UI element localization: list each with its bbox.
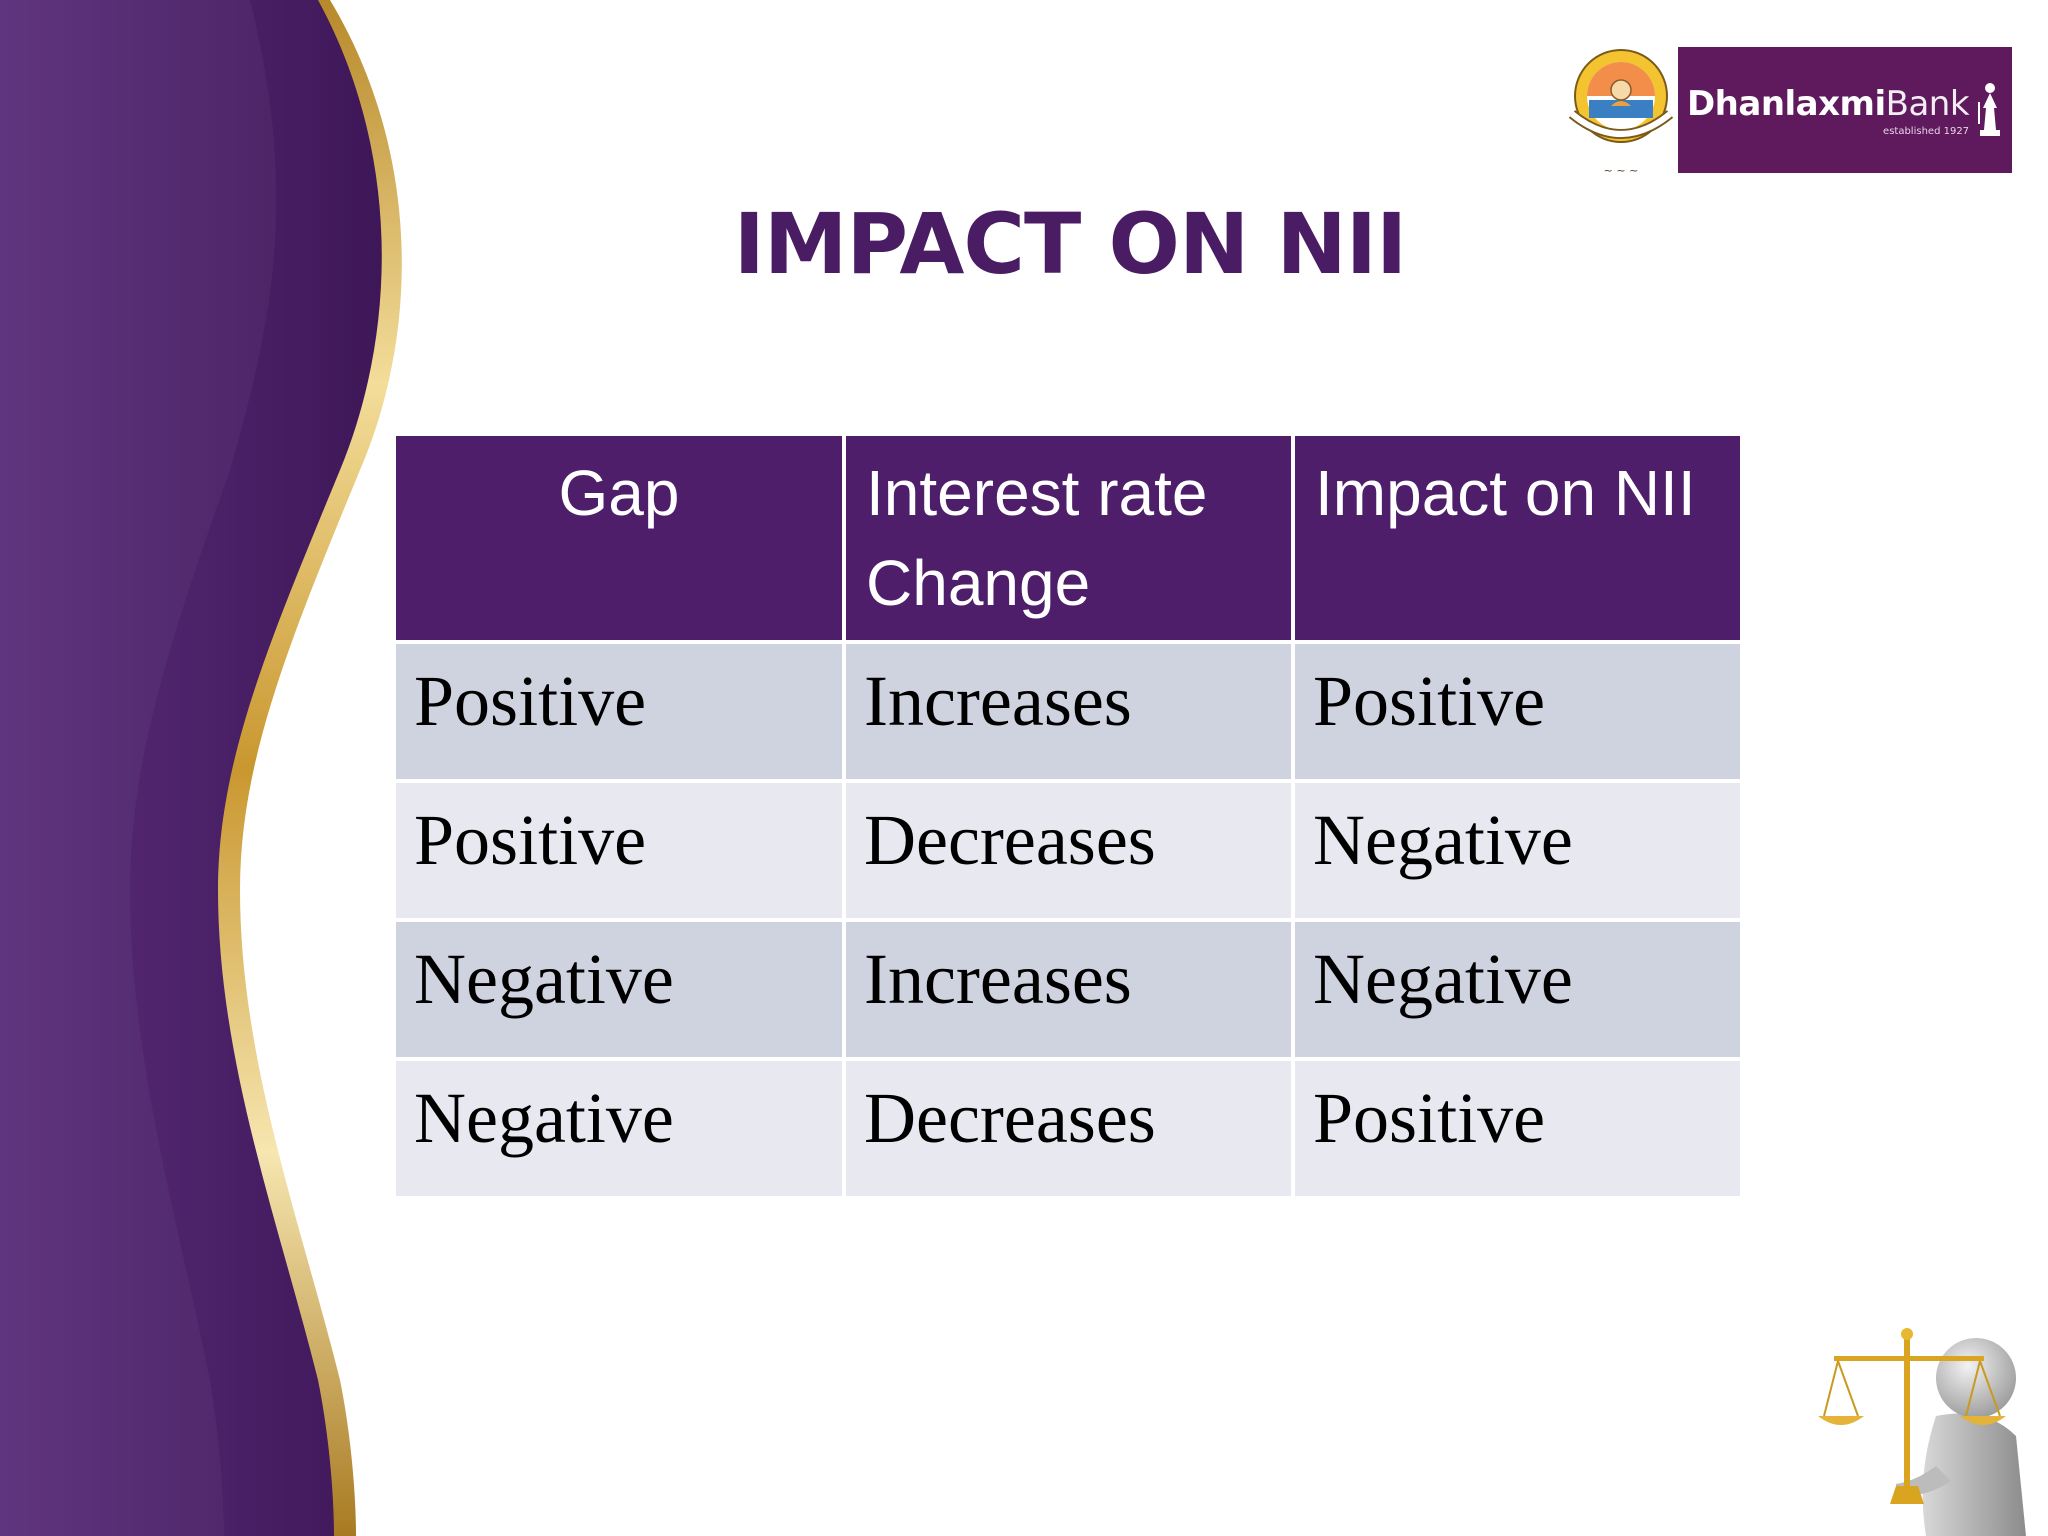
bank-logo-text: DhanlaxmiBank xyxy=(1686,83,1970,124)
bank-name-light: Bank xyxy=(1885,83,1970,124)
cell-impact-on-nii: Positive xyxy=(1291,1057,1744,1200)
table-row: Negative Increases Negative xyxy=(392,918,1744,1061)
header-impact-on-nii: Impact on NII xyxy=(1291,432,1744,644)
header-interest-rate-change: Interest rate Change xyxy=(842,432,1295,644)
university-emblem-icon: ~ ~ ~ xyxy=(1568,49,1674,177)
person-holding-scales-icon xyxy=(1818,1328,2026,1536)
bank-tagline: established 1927 xyxy=(1883,125,1970,137)
cell-impact-on-nii: Positive xyxy=(1291,640,1744,783)
cell-impact-on-nii: Negative xyxy=(1291,779,1744,922)
cell-gap: Negative xyxy=(392,918,846,1061)
cell-gap: Negative xyxy=(392,1057,846,1200)
purple-wave-decoration xyxy=(0,0,402,1536)
cell-interest-rate-change: Increases xyxy=(842,918,1295,1061)
cell-interest-rate-change: Decreases xyxy=(842,1057,1295,1200)
cell-gap: Positive xyxy=(392,779,846,922)
header-gap: Gap xyxy=(392,432,846,644)
bank-name-bold: Dhanlaxmi xyxy=(1686,83,1886,124)
table-row: Positive Decreases Negative xyxy=(392,779,1744,922)
goddess-figure-icon xyxy=(1978,83,2001,136)
table-row: Positive Increases Positive xyxy=(392,640,1744,783)
cell-interest-rate-change: Increases xyxy=(842,640,1295,783)
cell-impact-on-nii: Negative xyxy=(1291,918,1744,1061)
svg-text:~ ~ ~: ~ ~ ~ xyxy=(1604,164,1639,177)
cell-interest-rate-change: Decreases xyxy=(842,779,1295,922)
cell-gap: Positive xyxy=(392,640,846,783)
table-row: Negative Decreases Positive xyxy=(392,1057,1744,1200)
table-header-row: Gap Interest rate Change Impact on NII xyxy=(392,432,1744,644)
bank-logo: DhanlaxmiBank established 1927 xyxy=(1678,47,2012,173)
nii-impact-table: Gap Interest rate Change Impact on NII P… xyxy=(392,432,1744,1200)
page-title: IMPACT ON NII xyxy=(733,195,1408,293)
